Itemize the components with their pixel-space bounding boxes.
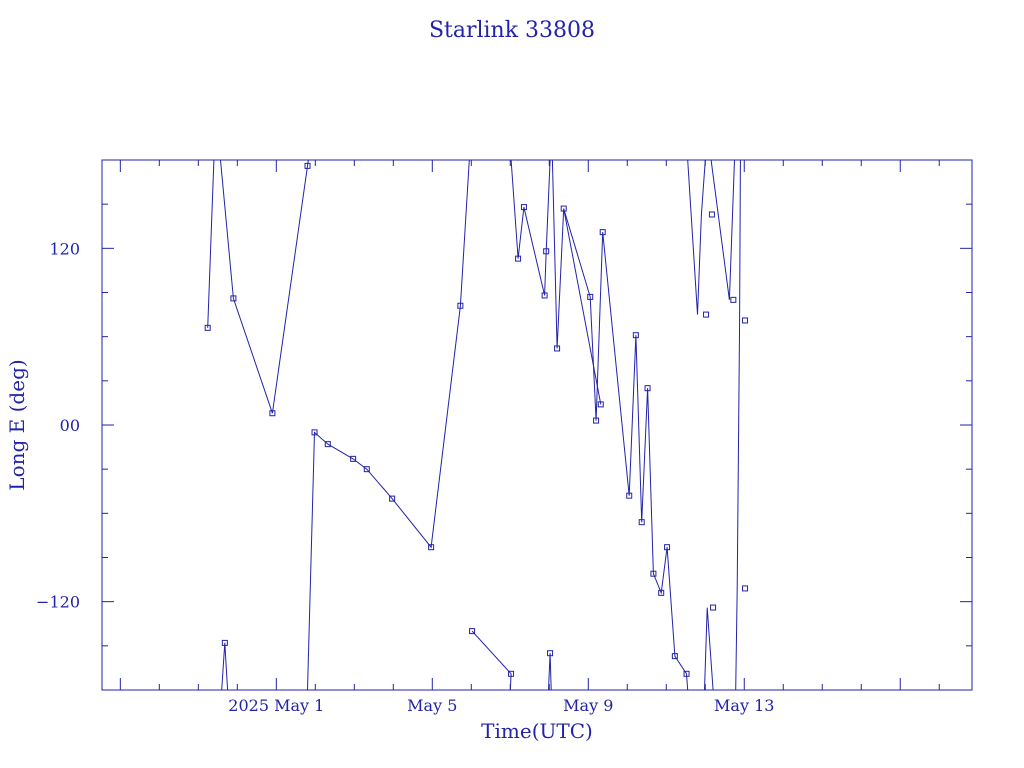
data-point <box>508 670 515 677</box>
data-point <box>269 410 276 417</box>
series-line <box>307 159 470 691</box>
data-point <box>554 345 561 352</box>
series-line <box>207 159 215 328</box>
data-lines <box>207 159 741 691</box>
plot-frame <box>101 159 973 691</box>
data-point <box>457 302 464 309</box>
data-point <box>638 519 645 526</box>
data-point <box>597 401 604 408</box>
data-point <box>230 295 237 302</box>
data-point <box>742 317 749 324</box>
x-tick-label: May 9 <box>563 696 613 715</box>
y-tick-labels: 120 00 −120 <box>36 239 80 611</box>
data-point <box>469 628 476 635</box>
series-line <box>735 159 741 691</box>
y-tick-label: −120 <box>36 593 80 612</box>
x-tick-labels: 2025 May 1 May 5 May 9 May 13 <box>228 696 774 715</box>
data-point <box>363 466 370 473</box>
data-point <box>644 385 651 392</box>
data-point <box>520 204 527 211</box>
series-line <box>563 208 689 691</box>
series-line <box>220 159 309 414</box>
series-line <box>221 642 229 691</box>
data-point <box>683 670 690 677</box>
data-point <box>221 639 228 646</box>
data-point <box>311 429 318 436</box>
data-point <box>389 495 396 502</box>
data-point <box>650 570 657 577</box>
data-point <box>324 441 331 448</box>
chart-title: Starlink 33808 <box>429 18 595 43</box>
data-point <box>710 604 717 611</box>
series-line <box>551 159 602 405</box>
series-line <box>510 159 551 296</box>
series-line <box>710 159 735 300</box>
y-axis-label: Long E (deg) <box>5 359 29 490</box>
data-point <box>547 650 554 657</box>
data-point <box>541 292 548 299</box>
data-markers <box>204 162 749 677</box>
minor-ticks <box>102 159 972 691</box>
data-point <box>587 293 594 300</box>
data-point <box>599 229 606 236</box>
data-point <box>703 311 710 318</box>
data-point <box>428 544 435 551</box>
data-point <box>350 455 357 462</box>
y-tick-label: 120 <box>49 239 80 258</box>
x-axis-label: Time(UTC) <box>481 719 593 743</box>
series-line <box>704 607 714 691</box>
data-point <box>626 492 633 499</box>
series-line <box>548 653 552 691</box>
x-tick-label: 2025 May 1 <box>228 696 324 715</box>
x-tick-label: May 13 <box>714 696 774 715</box>
data-point <box>671 653 678 660</box>
data-point <box>204 324 211 331</box>
data-point <box>560 205 567 212</box>
data-point <box>593 417 600 424</box>
x-tick-label: May 5 <box>407 696 457 715</box>
data-point <box>632 332 639 339</box>
y-tick-label: 00 <box>60 416 80 435</box>
data-point <box>664 544 671 551</box>
data-point <box>730 296 737 303</box>
data-point <box>543 248 550 255</box>
series-line <box>471 630 512 675</box>
series-line <box>687 159 706 315</box>
data-point <box>708 211 715 218</box>
data-point <box>515 255 522 262</box>
data-point <box>742 585 749 592</box>
data-point <box>304 162 311 169</box>
data-point <box>658 589 665 596</box>
